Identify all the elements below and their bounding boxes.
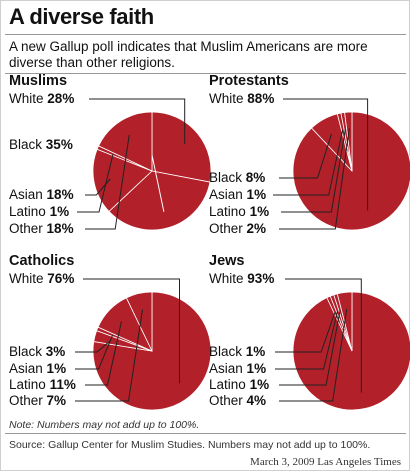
leader-line-other xyxy=(85,135,130,230)
leader-line-latino xyxy=(279,310,341,386)
pie-slice-white xyxy=(292,291,410,411)
title-divider xyxy=(5,34,406,35)
leader-line-asian xyxy=(275,310,339,370)
slice-label-asian: Asian 1% xyxy=(9,361,67,376)
pie-chart-catholics xyxy=(75,278,212,411)
pie-slice-other xyxy=(125,291,153,352)
chart-panel-catholics: Catholics White 76% Black 3% Asian 1% La… xyxy=(9,253,212,433)
slice-label-other: Other 4% xyxy=(209,393,267,408)
pie-slice-white xyxy=(151,111,212,183)
pie-chart-protestants xyxy=(273,98,410,231)
slice-label-black: Black 35% xyxy=(9,137,73,152)
slice-label-white: White 76% xyxy=(9,271,75,286)
leader-line-other xyxy=(279,128,350,230)
slice-label-latino: Latino 11% xyxy=(9,377,76,392)
page-subtitle: A new Gallup poll indicates that Muslim … xyxy=(9,39,368,70)
pie-chart-muslims xyxy=(77,98,212,231)
slice-label-white: White 88% xyxy=(209,91,275,106)
chart-title: Protestants xyxy=(209,73,289,89)
leader-line-latino xyxy=(85,321,122,386)
slice-label-black: Black 8% xyxy=(209,170,266,185)
leader-line-latino xyxy=(77,153,114,213)
chart-title: Muslims xyxy=(9,73,68,89)
subtitle-divider xyxy=(5,73,406,74)
slice-label-black: Black 3% xyxy=(9,344,66,359)
slice-label-latino: Latino 1% xyxy=(9,204,70,219)
slice-label-white: White 93% xyxy=(209,271,275,286)
pie-chart-jews xyxy=(275,278,410,411)
leader-line-black xyxy=(279,133,332,179)
slice-label-asian: Asian 18% xyxy=(9,187,74,202)
slice-label-other: Other 18% xyxy=(9,221,74,236)
leader-line-asian xyxy=(273,129,344,196)
leader-line-white xyxy=(83,278,180,384)
leader-line-asian xyxy=(75,334,114,370)
leader-line-white xyxy=(89,98,186,144)
slice-label-latino: Latino 1% xyxy=(209,204,270,219)
leader-line-white xyxy=(283,98,369,211)
footer-divider xyxy=(5,433,406,434)
leader-line-black xyxy=(75,339,112,353)
footnote: Note: Numbers may not add up to 100%. xyxy=(9,419,200,431)
chart-panel-muslims: Muslims White 28% Black 35% Asian 18% La… xyxy=(9,73,212,253)
chart-title: Catholics xyxy=(9,253,75,269)
pie-slice-black xyxy=(108,170,211,231)
chart-title: Jews xyxy=(209,253,245,269)
slice-label-white: White 28% xyxy=(9,91,75,106)
source-line: Source: Gallup Center for Muslim Studies… xyxy=(9,439,371,451)
pie-slice-other xyxy=(98,111,153,172)
slice-label-other: Other 7% xyxy=(9,393,67,408)
leader-line-latino xyxy=(281,128,346,213)
leader-line-white xyxy=(285,278,362,393)
leader-line-black xyxy=(275,311,336,353)
slice-label-asian: Asian 1% xyxy=(209,187,267,202)
pie-slice-other xyxy=(344,111,353,172)
page-title: A diverse faith xyxy=(9,4,154,29)
slice-label-asian: Asian 1% xyxy=(209,361,267,376)
leader-line-other xyxy=(75,309,143,402)
slice-label-other: Other 2% xyxy=(209,221,267,236)
slice-label-latino: Latino 1% xyxy=(209,377,270,392)
leader-line-other xyxy=(279,308,348,402)
chart-panel-protestants: Protestants White 88% Black 8% Asian 1% … xyxy=(209,73,410,253)
slice-label-black: Black 1% xyxy=(209,344,266,359)
credit-line: March 3, 2009 Las Angeles Times xyxy=(250,456,401,468)
chart-panel-jews: Jews White 93% Black 1% Asian 1% Latino … xyxy=(209,253,410,433)
